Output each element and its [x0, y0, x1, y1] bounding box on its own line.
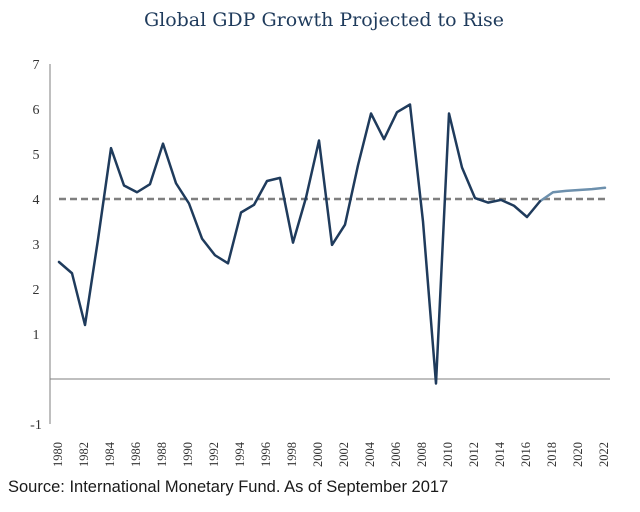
x-tick-label: 1990	[181, 442, 195, 467]
x-tick-label: 2022	[597, 442, 611, 467]
y-tick-labels: -1 1 2 3 4 5 6 7	[30, 58, 42, 433]
y-tick-label: -1	[30, 418, 42, 433]
x-tick-label: 1984	[103, 441, 117, 467]
y-tick-label: 4	[33, 193, 40, 208]
x-tick-label: 1992	[207, 442, 221, 467]
projected-growth-line	[538, 186, 607, 203]
x-tick-label: 1988	[155, 442, 169, 467]
y-tick-label: 7	[33, 58, 40, 73]
x-tick-label: 2016	[519, 442, 533, 467]
source-note: Source: International Monetary Fund. As …	[8, 478, 449, 496]
x-tick-label: 2014	[493, 441, 507, 467]
x-tick-label: 2020	[571, 442, 585, 467]
x-tick-label: 2018	[545, 442, 559, 467]
x-tick-label: 1982	[77, 442, 91, 467]
x-tick-labels: 1980 1982 1984 1986 1988 1990 1992 1994 1996 1998…	[51, 441, 611, 467]
x-tick-label: 2008	[415, 442, 429, 467]
y-tick-label: 6	[33, 103, 40, 118]
chart-title: Global GDP Growth Projected to Rise	[144, 9, 504, 31]
x-tick-label: 1998	[285, 442, 299, 467]
x-tick-label: 2004	[363, 441, 377, 467]
x-tick-label: 2006	[389, 442, 403, 467]
x-tick-label: 1996	[259, 442, 273, 467]
x-tick-label: 1994	[233, 441, 247, 467]
y-tick-label: 3	[33, 238, 40, 253]
y-tick-label: 5	[33, 148, 40, 163]
x-tick-label: 2010	[441, 442, 455, 467]
x-tick-label: 2012	[467, 442, 481, 467]
x-tick-label: 1980	[51, 442, 65, 467]
x-tick-label: 2002	[337, 442, 351, 467]
y-tick-label: 1	[33, 328, 40, 343]
x-tick-label: 2000	[311, 442, 325, 467]
y-tick-label: 2	[33, 283, 40, 298]
x-tick-label: 1986	[129, 442, 143, 467]
historical-growth-line	[57, 103, 542, 385]
series-layer	[57, 103, 607, 385]
